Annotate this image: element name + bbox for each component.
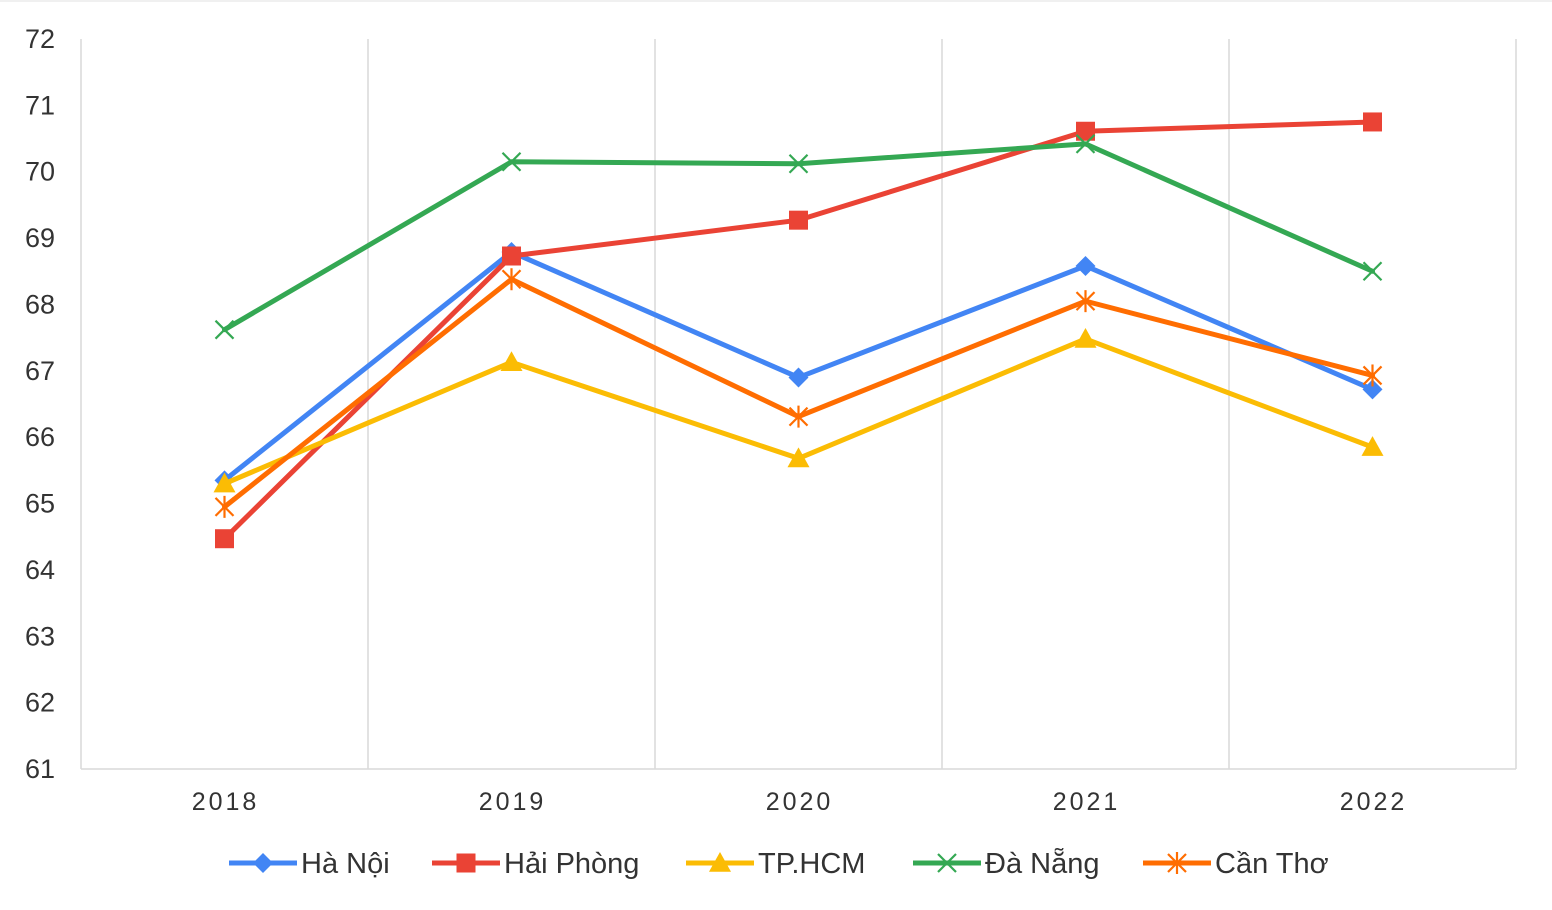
legend-item: Hà Nội [229, 848, 390, 880]
y-tick-label: 62 [25, 688, 55, 718]
x-tick-label: 2019 [479, 788, 547, 816]
series-5 [214, 268, 1383, 518]
marker-x [214, 319, 235, 340]
marker-x-stroke [788, 153, 809, 174]
y-tick-label: 61 [25, 754, 55, 784]
marker-x [501, 151, 522, 172]
legend-label: Cần Thơ [1215, 848, 1329, 880]
marker-diamond [1075, 255, 1096, 276]
legend-item: Cần Thơ [1143, 848, 1329, 880]
marker-square [456, 853, 476, 873]
marker-star [1167, 852, 1187, 874]
marker-x-stroke [501, 151, 522, 172]
marker-x [1362, 261, 1383, 282]
marker-x [937, 853, 957, 873]
y-tick-label: 64 [25, 555, 55, 585]
marker-triangle [1074, 327, 1097, 348]
legend-label: Đà Nẵng [985, 847, 1099, 880]
marker-square [215, 529, 234, 549]
marker-x [788, 153, 809, 174]
gridlines [0, 0, 1552, 769]
x-tick-label: 2022 [1340, 788, 1408, 816]
y-tick-label: 68 [25, 289, 55, 319]
marker-triangle [500, 351, 523, 371]
y-tick-label: 63 [25, 621, 55, 651]
marker-triangle [1361, 436, 1384, 456]
legend-label: Hải Phòng [504, 848, 639, 880]
y-tick-label: 70 [25, 157, 55, 187]
legend: Hà Nội Hải Phòng TP.HCM Đà Nẵng Cần Thơ [229, 847, 1329, 880]
marker-diamond [1362, 379, 1383, 400]
marker-x-stroke [1075, 134, 1096, 154]
legend-item: Đà Nẵng [913, 847, 1099, 880]
marker-star [501, 268, 522, 291]
marker-x-stroke [937, 853, 957, 873]
series-4 [214, 134, 1383, 340]
y-tick-label: 72 [25, 24, 55, 54]
marker-star [1362, 364, 1383, 387]
series-line [222, 141, 1375, 333]
y-tick-label: 71 [25, 90, 55, 120]
marker-x-stroke [1362, 261, 1383, 282]
marker-x [1075, 134, 1096, 154]
marker-triangle [213, 472, 236, 493]
x-tick-label: 2021 [1053, 788, 1121, 816]
marker-square [1076, 121, 1095, 141]
legend-label: TP.HCM [758, 848, 865, 880]
marker-x-stroke [214, 319, 235, 340]
legend-item: Hải Phòng [432, 848, 639, 880]
marker-square [502, 246, 521, 266]
y-tick-label: 67 [25, 356, 55, 386]
axes: 61 62 63 64 65 66 67 68 69 70 71 72 2018 2019 2020 2021… [25, 24, 1516, 816]
series-lines [213, 112, 1384, 549]
y-tick-label: 69 [25, 223, 55, 253]
y-tick-label: 66 [25, 422, 55, 452]
marker-triangle [787, 447, 810, 468]
marker-triangle [709, 852, 731, 872]
marker-star [1075, 290, 1096, 313]
x-tick-label: 2020 [766, 788, 834, 816]
marker-square [1363, 112, 1382, 132]
marker-square [789, 210, 808, 230]
y-tick-label: 65 [25, 489, 55, 519]
marker-diamond [253, 853, 273, 873]
legend-item: TP.HCM [686, 848, 865, 880]
x-tick-label: 2018 [192, 788, 260, 816]
marker-diamond [788, 367, 809, 388]
marker-star [214, 495, 235, 518]
series-2 [215, 112, 1382, 549]
series-3 [213, 327, 1384, 493]
legend-label: Hà Nội [301, 848, 390, 880]
marker-star [788, 405, 809, 428]
